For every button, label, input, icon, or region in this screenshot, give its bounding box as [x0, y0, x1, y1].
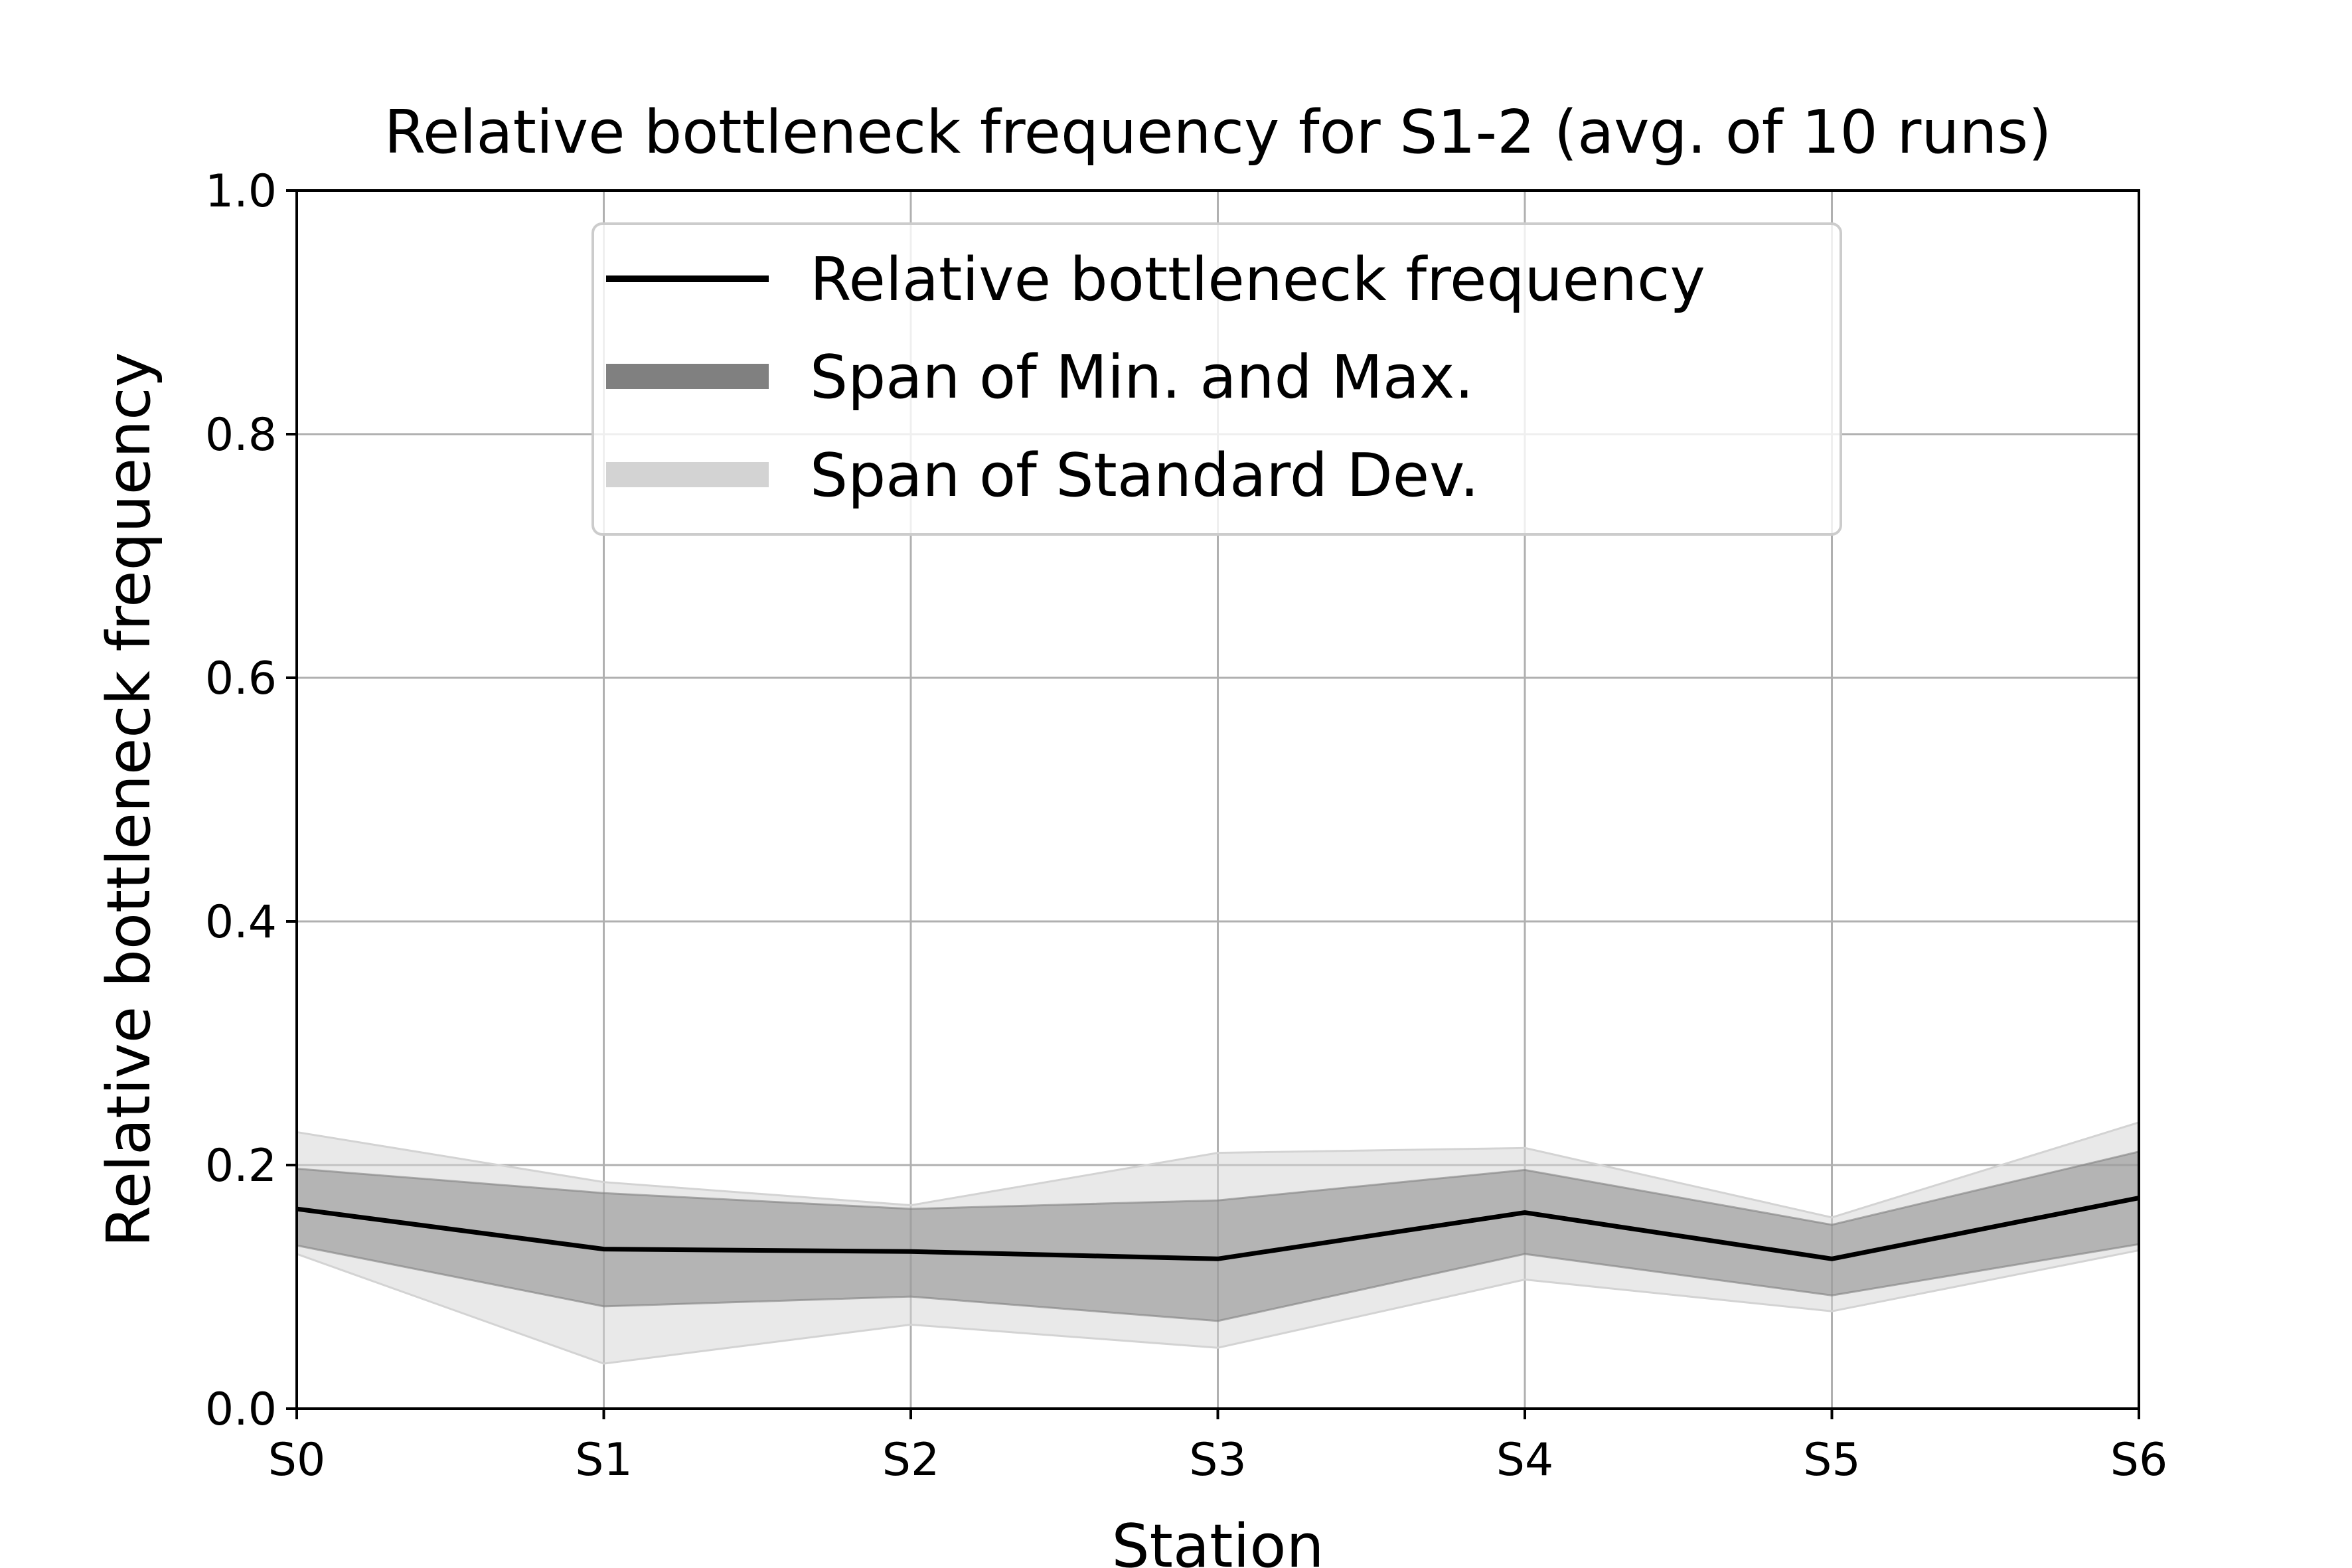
x-tick-label: S5	[1803, 1434, 1860, 1486]
y-axis-label: Relative bottleneck frequency	[94, 352, 164, 1247]
chart-title: Relative bottleneck frequency for S1-2 (…	[384, 98, 2052, 167]
legend: Relative bottleneck frequency Span of Mi…	[591, 222, 1842, 536]
frequency-line	[296, 1196, 2140, 1261]
y-tick-label: 0.4	[205, 896, 277, 949]
legend-box	[591, 222, 1842, 536]
y-tick-label: 0.8	[205, 409, 277, 461]
legend-entry-std: Span of Standard Dev.	[810, 441, 1479, 510]
x-tick-label: S1	[575, 1434, 632, 1486]
x-tick-label: S6	[2110, 1434, 2167, 1486]
lines	[296, 1196, 2140, 1261]
x-tick-label: S3	[1189, 1434, 1246, 1486]
ticks: S0 S1 S2 S3 S4 S5 S6 0.0 0.2 0.4 0.6 0.8 1.0	[205, 165, 2167, 1486]
x-tick-label: S0	[268, 1434, 325, 1486]
y-tick-label: 1.0	[205, 165, 277, 218]
legend-entry-minmax: Span of Min. and Max.	[810, 343, 1474, 412]
y-tick-label: 0.0	[205, 1383, 277, 1436]
legend-entry-line: Relative bottleneck frequency	[810, 245, 1705, 315]
x-tick-label: S2	[882, 1434, 939, 1486]
x-tick-label: S4	[1496, 1434, 1553, 1486]
y-tick-label: 0.6	[205, 653, 277, 705]
x-axis-label: Station	[1112, 1512, 1324, 1568]
y-tick-label: 0.2	[205, 1140, 277, 1192]
